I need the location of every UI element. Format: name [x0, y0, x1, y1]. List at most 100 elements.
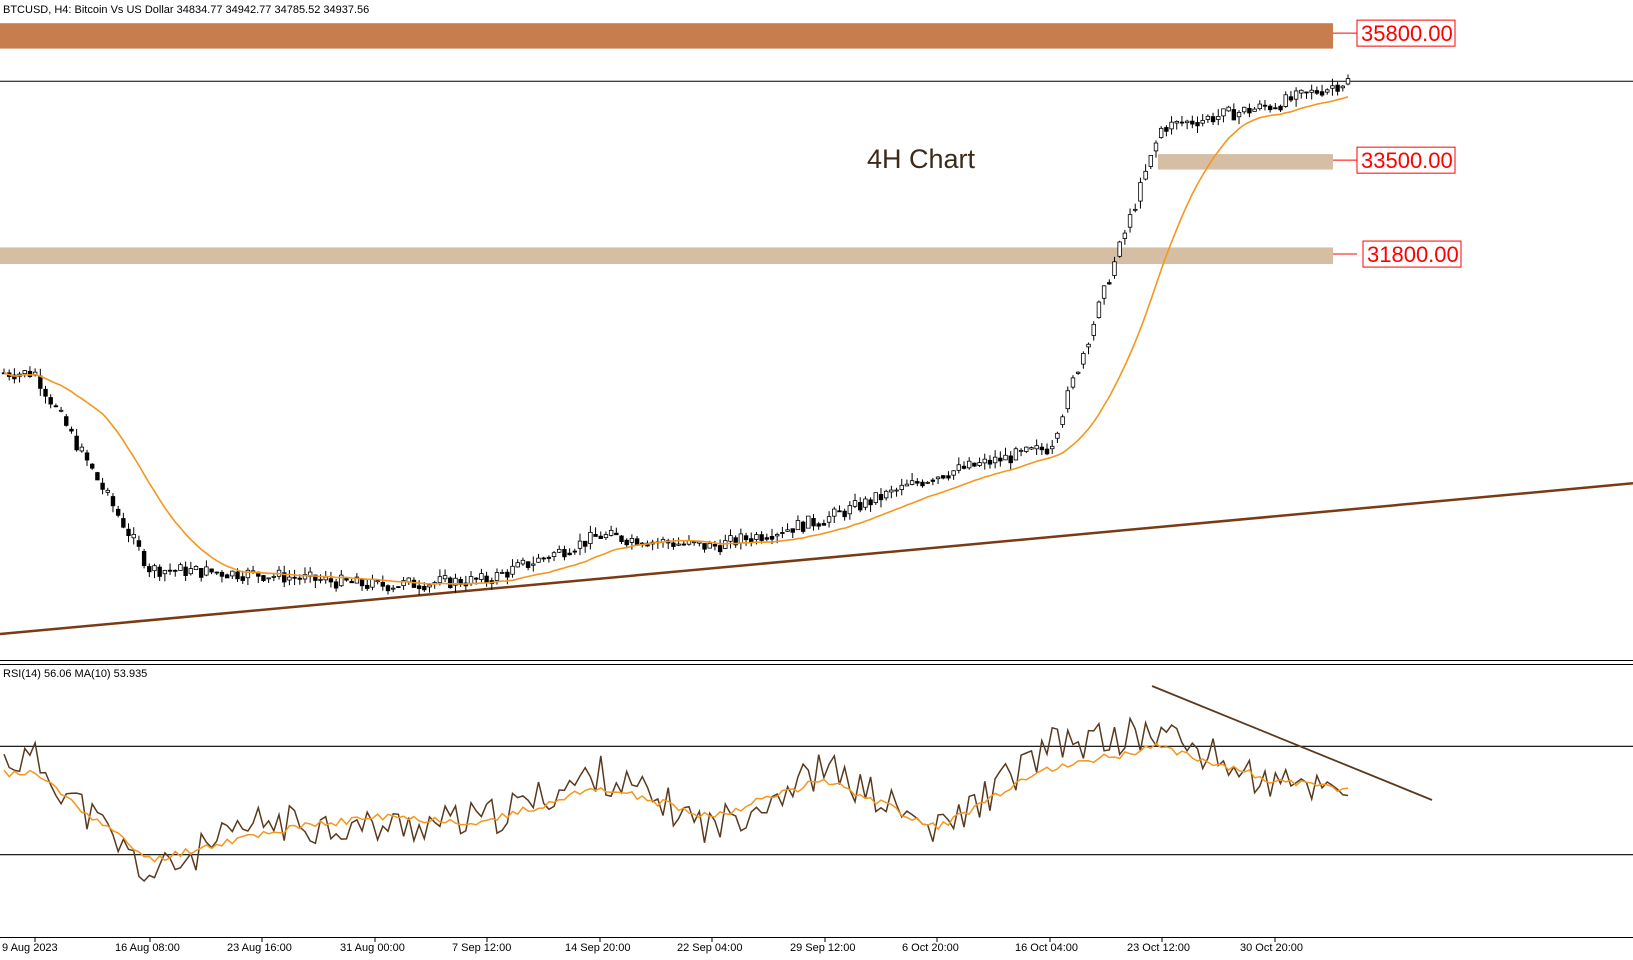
candle [1273, 102, 1278, 110]
candle [390, 585, 396, 593]
candle [1148, 154, 1154, 170]
candle [115, 505, 121, 518]
candle [785, 523, 790, 533]
candle [499, 569, 505, 574]
candle [889, 485, 894, 499]
candle [863, 496, 868, 511]
candle [1210, 112, 1216, 125]
x-tick-label: 7 Sep 12:00 [452, 942, 511, 954]
candle [339, 570, 344, 587]
candle [1133, 203, 1138, 213]
candle [572, 548, 578, 555]
candle [1330, 78, 1335, 96]
candle [717, 539, 723, 556]
sr-zone-1 [0, 23, 1333, 49]
candle [1283, 91, 1288, 108]
candle [1179, 115, 1185, 127]
candle [1029, 446, 1034, 450]
candle [1034, 439, 1039, 456]
candle [1101, 285, 1107, 305]
candle [603, 531, 609, 540]
candle [1138, 177, 1143, 209]
rsi-header: RSI(14) 56.06 MA(10) 53.935 [3, 668, 147, 680]
candle [562, 545, 567, 561]
sr-zone-2 [1158, 154, 1333, 170]
candle [43, 385, 48, 404]
candle [1065, 386, 1070, 413]
candle [1122, 229, 1128, 245]
candle [1013, 446, 1019, 461]
candle [629, 534, 635, 550]
candle [582, 540, 588, 553]
candle [1086, 342, 1091, 355]
candle [821, 519, 827, 526]
candle [1345, 74, 1351, 86]
candle [162, 569, 168, 582]
x-tick-label: 22 Sep 04:00 [677, 942, 742, 954]
x-tick-label: 23 Oct 12:00 [1127, 942, 1190, 954]
candle [1060, 414, 1065, 428]
x-tick-label: 30 Oct 20:00 [1240, 942, 1303, 954]
candle [230, 570, 235, 580]
x-tick-label: 29 Sep 12:00 [790, 942, 855, 954]
candle [110, 493, 116, 513]
candle [873, 492, 878, 505]
candle [1216, 109, 1221, 126]
candle [941, 475, 946, 480]
candle [883, 489, 889, 501]
candle [224, 573, 230, 579]
candle [1190, 115, 1195, 129]
candle [198, 567, 204, 582]
candle [141, 548, 147, 569]
candle [966, 457, 972, 470]
candle [219, 570, 225, 583]
candle [961, 461, 967, 470]
candle [1127, 208, 1133, 233]
candle [1319, 84, 1325, 97]
candle [619, 535, 624, 545]
candle [121, 512, 126, 529]
level-box-3 [1362, 240, 1462, 268]
candle [1195, 116, 1200, 133]
candle [790, 528, 795, 539]
sr-zones [0, 23, 1333, 264]
candle [1247, 103, 1252, 118]
candle [1200, 114, 1205, 127]
candle [266, 577, 271, 583]
candle [541, 556, 546, 563]
candle [380, 575, 386, 591]
candle [1278, 104, 1283, 113]
candle [1262, 99, 1268, 111]
candle [925, 481, 930, 485]
candle [531, 556, 536, 572]
candle [204, 560, 209, 577]
candle [816, 521, 821, 530]
candle [287, 570, 292, 586]
candle [826, 511, 832, 528]
candle [858, 497, 863, 513]
candle [245, 567, 251, 585]
candle [920, 479, 925, 488]
candle [271, 573, 277, 582]
candle [1039, 443, 1045, 456]
candle [557, 545, 562, 554]
chart-annotation: 4H Chart [867, 144, 976, 174]
candle [946, 471, 951, 481]
candle [733, 535, 738, 548]
candle [240, 570, 245, 584]
candle [520, 557, 526, 566]
candle [1018, 448, 1024, 457]
candle [567, 548, 572, 556]
candle [588, 525, 593, 550]
candle [282, 565, 287, 588]
candle [479, 568, 484, 583]
candle [1003, 447, 1008, 461]
candle [1107, 279, 1112, 285]
candle [442, 569, 448, 582]
candle [515, 559, 520, 568]
candle [69, 426, 74, 434]
candle [1117, 240, 1122, 258]
candle [214, 571, 219, 576]
candle [349, 578, 354, 584]
